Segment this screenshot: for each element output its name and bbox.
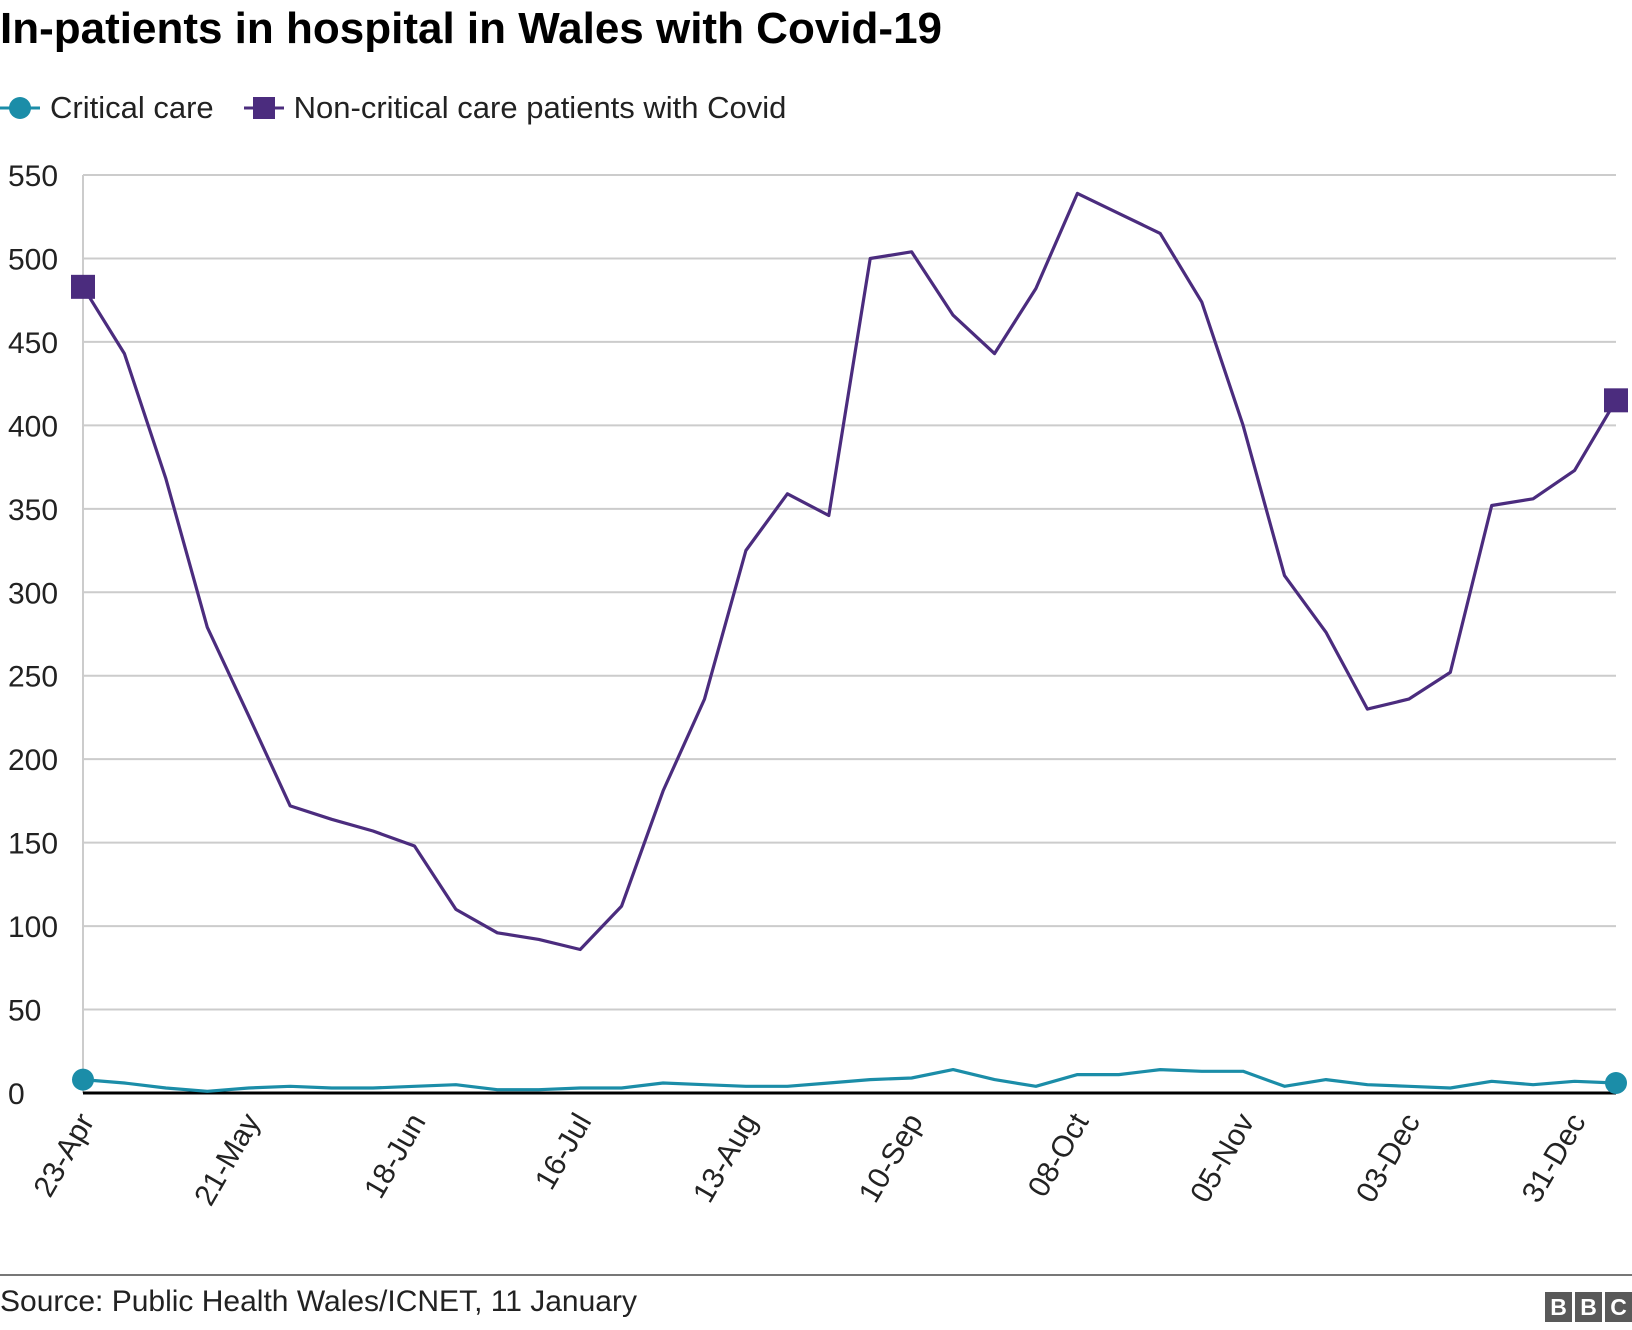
square-marker-icon [243, 97, 284, 119]
x-tick-label: 10-Sep [853, 1108, 930, 1208]
gridlines [82, 174, 1616, 1095]
chart-title: In-patients in hospital in Wales with Co… [0, 4, 943, 53]
y-tick-label: 200 [8, 744, 58, 777]
series-markers [71, 274, 1628, 1094]
x-tick-label: 21-May [188, 1108, 267, 1211]
x-tick-label: 31-Dec [1516, 1108, 1593, 1208]
logo-letter: C [1605, 1292, 1632, 1322]
y-tick-label: 150 [8, 828, 58, 861]
series-lines [81, 191, 1618, 1093]
y-tick-label: 450 [8, 327, 58, 360]
x-tick-label: 03-Dec [1350, 1108, 1427, 1208]
y-tick-label: 250 [8, 661, 58, 694]
legend-item-non-critical-care: Non-critical care patients with Covid [243, 90, 787, 126]
series-line-critical-care [81, 1067, 1618, 1093]
data-point-critical-care [72, 1068, 94, 1091]
y-tick-label: 400 [8, 410, 58, 443]
circle-marker-icon [0, 97, 40, 119]
y-tick-label: 50 [8, 995, 41, 1028]
data-point-critical-care [1605, 1071, 1627, 1094]
logo-letter: B [1575, 1292, 1602, 1322]
legend: Critical care Non-critical care patients… [0, 86, 816, 130]
x-tick-label: 13-Aug [687, 1108, 764, 1208]
x-tick-label: 08-Oct [1022, 1107, 1096, 1202]
x-tick-label: 18-Jun [358, 1108, 432, 1204]
y-tick-label: 0 [8, 1078, 25, 1111]
y-tick-label: 550 [8, 160, 58, 193]
source-note: Source: Public Health Wales/ICNET, 11 Ja… [0, 1285, 637, 1318]
x-tick-label: 23-Apr [27, 1108, 101, 1202]
x-axis-ticks: 23-Apr 21-May 18-Jun 16-Jul 13-Aug 10-Sep 08-O… [27, 1107, 1592, 1211]
data-point-non-critical-care [1604, 388, 1628, 413]
x-tick-label: 16-Jul [529, 1108, 598, 1195]
y-tick-label: 100 [8, 911, 58, 944]
y-tick-label: 500 [8, 243, 58, 276]
x-tick-label: 05-Nov [1184, 1108, 1261, 1208]
data-point-non-critical-care [71, 274, 95, 299]
y-axis-ticks: 0 50 100 150 200 250 300 350 400 450 500 550 [8, 160, 58, 1111]
series-line-non-critical-care [81, 191, 1618, 952]
y-tick-label: 350 [8, 494, 58, 527]
footer-divider [0, 1274, 1632, 1276]
y-tick-label: 300 [8, 577, 58, 610]
legend-item-critical-care: Critical care [0, 90, 214, 126]
bbc-logo: B B C [1545, 1292, 1632, 1322]
logo-letter: B [1545, 1292, 1572, 1322]
legend-label-critical-care: Critical care [50, 90, 214, 125]
legend-label-non-critical-care: Non-critical care patients with Covid [293, 90, 787, 125]
